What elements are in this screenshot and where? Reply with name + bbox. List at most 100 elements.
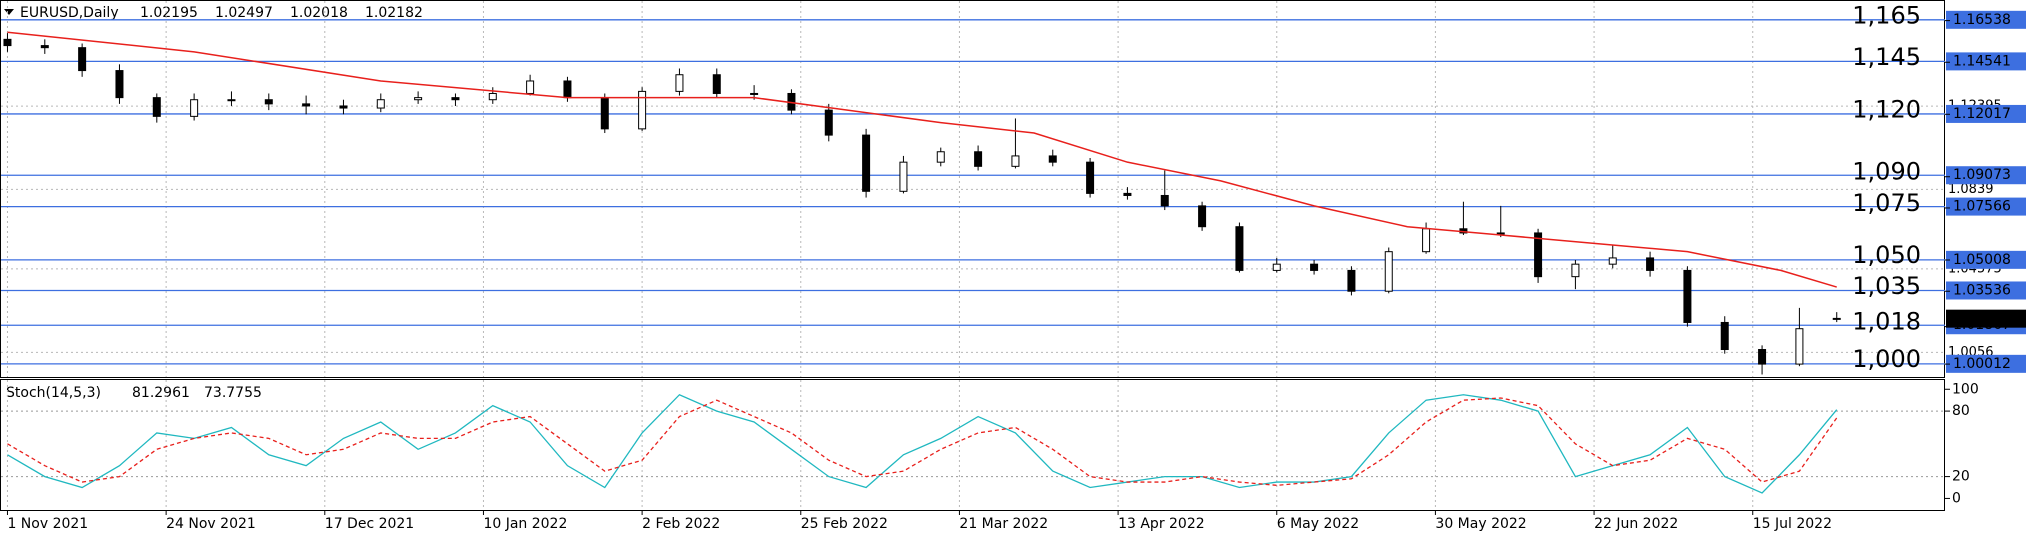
level-box [1946, 354, 2026, 373]
x-tick-label: 10 Jan 2022 [483, 516, 567, 532]
candle-body [1310, 263, 1319, 271]
level-box [1946, 166, 2026, 185]
level-label: 1.00012 [1953, 356, 2011, 372]
header-value: 1.02497 [215, 5, 273, 21]
level-box [1946, 197, 2026, 216]
candle-body [1235, 226, 1244, 271]
level-box [1946, 281, 2026, 300]
level-label: 1.05008 [1953, 252, 2011, 268]
y-tick-label: 1,075 [1852, 189, 1921, 217]
level-box [1946, 52, 2026, 71]
candle-body [152, 97, 161, 117]
candle-body [1086, 161, 1095, 194]
candle-body [974, 151, 983, 167]
candle-body [750, 92, 759, 95]
candle-body [40, 45, 49, 49]
y-tick-label: 1,050 [1852, 241, 1921, 269]
x-tick-label: 17 Dec 2021 [325, 516, 414, 532]
candle-body [563, 80, 572, 99]
x-tick-label: 6 May 2022 [1277, 516, 1359, 532]
x-tick-label: 21 Mar 2022 [959, 516, 1048, 532]
stoch-pane [0, 379, 1945, 511]
level-label: 1.03536 [1953, 282, 2011, 298]
candle-body [1123, 192, 1132, 196]
candle-body [675, 74, 684, 92]
y-tick-label: 1,145 [1852, 43, 1921, 71]
level-label: 1.16538 [1953, 12, 2011, 28]
candle-body [264, 99, 273, 105]
y-tick-label: 20 [1952, 469, 1970, 485]
level-box [1946, 10, 2026, 29]
candle-body [862, 134, 871, 192]
candle-body [227, 99, 236, 102]
y-tick-label: 1,000 [1852, 345, 1921, 373]
current-price-label: 1.02182 [1953, 311, 2011, 327]
candle-body [302, 103, 311, 107]
candle-body [638, 90, 647, 130]
main-pane [0, 0, 1945, 378]
candle-body [190, 99, 199, 117]
x-tick-label: 24 Nov 2021 [166, 516, 256, 532]
level-label: 1.07566 [1953, 199, 2011, 215]
candle-body [3, 38, 12, 47]
x-tick-label: 2 Feb 2022 [642, 516, 720, 532]
price-tick-label: 1.0839 [1948, 182, 1994, 197]
header-value: 1.02182 [365, 5, 423, 21]
candle-body [1347, 269, 1356, 292]
level-label: 1.09073 [1953, 167, 2011, 183]
candle-body [1048, 155, 1057, 163]
y-tick-label: 1,090 [1852, 158, 1921, 186]
stoch-line [7, 393, 1838, 494]
y-tick-label: 1,035 [1852, 272, 1921, 300]
level-label: 1.12017 [1953, 106, 2011, 122]
candle-body [1384, 251, 1393, 292]
candle-body [1683, 269, 1692, 323]
stoch-title: Stoch(14,5,3) [6, 385, 101, 401]
candle-body [712, 74, 721, 94]
stoch-line [7, 397, 1838, 486]
candle-body [1758, 349, 1767, 365]
candle-body [1422, 228, 1431, 253]
candle-body [1832, 317, 1841, 320]
candle-body [1198, 205, 1207, 228]
stoch-header-value: 73.7755 [204, 385, 262, 401]
candle-body [1272, 263, 1281, 271]
candle-body [1496, 232, 1505, 235]
candle-body [899, 161, 908, 192]
candle-body [1720, 321, 1729, 351]
candle-body [1160, 194, 1169, 207]
candle-body [1534, 232, 1543, 278]
price-box [1946, 309, 2026, 328]
x-tick-label: 15 Jul 2022 [1753, 516, 1832, 532]
stoch-header-value: 81.2961 [132, 385, 190, 401]
x-tick-label: 13 Apr 2022 [1118, 516, 1205, 532]
candle-body [339, 105, 348, 109]
candle-body [936, 151, 945, 163]
y-tick-label: 1,165 [1852, 2, 1921, 30]
level-box [1946, 104, 2026, 123]
y-tick-label: 80 [1952, 403, 1970, 419]
y-tick-label: 1,120 [1852, 95, 1921, 123]
x-tick-label: 30 May 2022 [1435, 516, 1526, 532]
candle-body [1646, 257, 1655, 271]
candle-body [526, 80, 535, 94]
header-value: 1.02018 [290, 5, 348, 21]
x-tick-label: 1 Nov 2021 [7, 516, 88, 532]
candle-body [1011, 155, 1020, 167]
y-tick-label: 1,018 [1852, 308, 1921, 336]
x-tick-label: 22 Jun 2022 [1594, 516, 1678, 532]
candle-body [115, 70, 124, 99]
candle-body [1795, 328, 1804, 365]
candle-body [78, 47, 87, 72]
y-tick-label: 0 [1952, 490, 1961, 506]
moving-average [7, 31, 1837, 288]
candle-body [414, 97, 423, 101]
candle-body [376, 99, 385, 109]
collapse-icon[interactable] [4, 9, 14, 15]
candle-body [451, 97, 460, 101]
candle-body [1608, 257, 1617, 265]
level-label: 1.14541 [1953, 53, 2011, 69]
y-tick-label: 100 [1952, 381, 1979, 397]
level-box [1946, 250, 2026, 269]
